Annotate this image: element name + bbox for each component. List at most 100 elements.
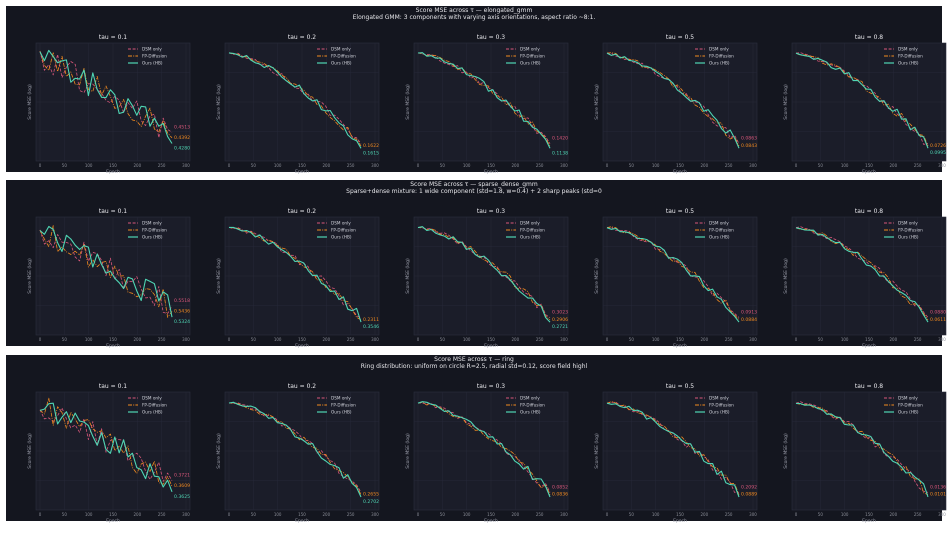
x-tick-label: 200 [701,163,709,168]
end-value-label: 0.5436 [174,309,190,315]
legend-label: DSM only [520,47,540,52]
x-axis-label: Epoch [106,169,120,175]
x-tick-label: 150 [487,163,495,168]
x-tick-label: 300 [182,337,190,342]
x-tick-label: 300 [749,512,757,517]
x-tick-label: 50 [629,512,635,517]
x-tick-label: 0 [606,163,609,168]
y-axis-label: Score MSE (log) [405,84,411,120]
legend: DSM only FP-Diffusion Ours (HB) [128,396,167,415]
panel-title: tau = 0.1 [99,208,127,215]
chart-panel: 0 50 100 150 200 250 300 tau = 0.3 Epoch Score MS… [405,208,569,349]
end-value-label: 0.0101 [930,492,946,498]
y-axis-label: Score MSE (log) [783,258,789,294]
y-axis-label: Score MSE (log) [594,433,600,469]
x-axis-label: Epoch [106,343,120,349]
x-tick-label: 200 [323,512,331,517]
series-line-dsm [228,227,362,318]
end-value-label: 0.2721 [552,324,568,330]
x-tick-label: 200 [323,163,331,168]
figure-subtitle: Ring distribution: uniform on circle R=2… [360,363,588,370]
x-tick-label: 50 [629,337,635,342]
end-value-label: 0.2906 [552,317,568,323]
legend: DSM only FP-Diffusion Ours (HB) [128,221,167,240]
series-line-hb [606,52,740,149]
series-line-hb [39,225,173,318]
x-tick-label: 150 [109,337,117,342]
figure-ring: Score MSE across τ — ring Ring distribut… [6,355,947,524]
x-tick-label: 200 [323,337,331,342]
x-tick-label: 300 [749,337,757,342]
legend-label: DSM only [142,396,162,401]
x-tick-label: 100 [652,163,660,168]
x-tick-label: 200 [701,337,709,342]
x-tick-label: 100 [274,337,282,342]
x-tick-label: 50 [440,337,446,342]
x-tick-label: 0 [795,163,798,168]
figure-subtitle: Sparse+dense mixture: 1 wide component (… [346,188,602,195]
x-axis-label: Epoch [862,169,876,175]
legend-label: DSM only [520,221,540,226]
end-value-label: 0.1138 [552,150,568,156]
chart-panel: 0 50 100 150 200 250 300 tau = 0.3 Epoch Score MS… [405,34,569,175]
series-line-fp [417,401,551,495]
series-line-hb [606,402,740,498]
x-tick-label: 150 [298,163,306,168]
legend: DSM only FP-Diffusion Ours (HB) [884,47,923,66]
end-value-label: 0.4280 [174,145,190,151]
series-line-hb [795,227,929,323]
y-axis-label: Score MSE (log) [405,258,411,294]
x-tick-label: 0 [606,512,609,517]
x-tick-label: 250 [536,512,544,517]
x-tick-label: 300 [560,163,568,168]
legend-label: Ours (HB) [142,410,163,415]
end-value-label: 0.0852 [552,484,568,490]
x-tick-label: 0 [39,163,42,168]
x-tick-label: 250 [347,512,355,517]
x-tick-label: 250 [158,512,166,517]
y-axis-label: Score MSE (log) [216,258,222,294]
panel-title: tau = 0.3 [477,383,505,390]
legend-label: DSM only [709,396,729,401]
legend: DSM only FP-Diffusion Ours (HB) [506,47,545,66]
chart-panel: 0 50 100 150 200 250 300 tau = 0.1 Epoch Score MS… [27,34,191,175]
series-line-hb [39,49,173,144]
series-line-fp [228,227,362,321]
legend-label: FP-Diffusion [709,228,734,233]
panel-title: tau = 0.8 [855,383,883,390]
series-line-dsm [606,226,740,318]
y-axis-label: Score MSE (log) [216,84,222,120]
chart-panel: 0 50 100 150 200 250 300 tau = 0.5 Epoch Score MS… [594,208,758,349]
legend: DSM only FP-Diffusion Ours (HB) [695,221,734,240]
end-value-label: 0.0863 [741,136,757,142]
x-tick-label: 150 [109,163,117,168]
x-tick-label: 0 [39,337,42,342]
x-tick-label: 100 [463,163,471,168]
legend: DSM only FP-Diffusion Ours (HB) [695,47,734,66]
series-line-hb [795,52,929,149]
x-axis-label: Epoch [484,343,498,349]
x-tick-label: 200 [512,337,520,342]
figure-sparse-dense-gmm: Score MSE across τ — sparse_dense_gmm Sp… [6,180,947,349]
x-tick-label: 100 [85,163,93,168]
legend-label: Ours (HB) [520,61,541,66]
legend: DSM only FP-Diffusion Ours (HB) [506,396,545,415]
legend-label: Ours (HB) [709,410,730,415]
x-tick-label: 50 [440,163,446,168]
x-tick-label: 200 [134,512,142,517]
x-tick-label: 150 [865,337,873,342]
x-tick-label: 200 [134,337,142,342]
x-tick-label: 300 [182,512,190,517]
end-value-label: 0.0611 [930,317,946,323]
x-tick-label: 200 [512,512,520,517]
end-value-label: 0.5324 [174,319,190,325]
x-tick-label: 200 [890,337,898,342]
series-line-dsm [228,402,362,493]
end-value-label: 0.0843 [741,143,757,149]
end-value-label: 0.2655 [363,492,379,498]
x-tick-label: 100 [463,337,471,342]
figure-elongated-gmm: Score MSE across τ — elongated_gmm Elong… [6,6,947,175]
x-axis-label: Epoch [862,343,876,349]
end-value-label: 0.0889 [741,492,757,498]
legend: DSM only FP-Diffusion Ours (HB) [317,221,356,240]
